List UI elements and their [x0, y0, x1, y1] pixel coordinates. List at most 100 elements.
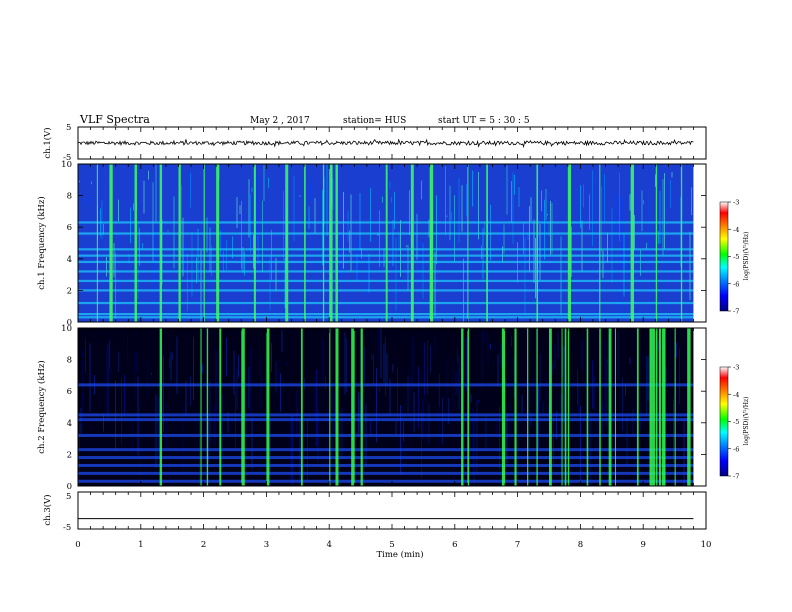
spectrogram-band	[78, 418, 694, 422]
ch1-waveform-panel: 5 -5 ch.1(V)	[42, 123, 707, 163]
spectrogram-streak	[219, 328, 222, 486]
colorbar-tick-label: -5	[733, 418, 739, 426]
ch3-waveform-ticks	[77, 492, 707, 529]
spectrogram-streak	[467, 328, 470, 486]
spectrogram-streak	[335, 164, 338, 322]
spectrogram-streak	[241, 328, 245, 486]
spectrogram-streak	[300, 328, 303, 486]
colorbar-1-ticks: -3 -4 -5 -6 -7	[728, 199, 739, 316]
spectrogram-streak	[360, 328, 363, 486]
spectrogram-streak	[652, 328, 655, 486]
colorbar-2: -3 -4 -5 -6 -7 log(PSD)(V²/Hz)	[719, 364, 750, 481]
ch1-spectrogram-panel: 0 2 4 6 8 10 ch.1 Frequency (kHz)	[36, 160, 707, 328]
colorbar-tick-label: -4	[733, 391, 739, 399]
colorbar-tick-label: -3	[733, 199, 739, 207]
spectrogram-band	[78, 383, 694, 387]
spectrogram-band	[78, 456, 694, 460]
ch1-ytick-top: 5	[66, 123, 71, 133]
spectrogram-streak	[109, 164, 113, 322]
ch1-ytick-bottom: -5	[63, 153, 71, 163]
ch1-spectrogram-ytick-labels: 0 2 4 6 8 10	[61, 160, 72, 328]
spectrogram-streak	[527, 328, 529, 486]
colorbar-1-label: log(PSD)(V²/Hz)	[743, 232, 750, 281]
spectrogram-streak	[96, 164, 98, 322]
spectrogram-streak	[658, 328, 661, 486]
spectrogram-streak	[536, 164, 539, 322]
y-tick-label: 4	[67, 255, 72, 265]
ch2-spectrogram-panel: 0 2 4 6 8 10 ch.2 Frequency (kHz)	[36, 324, 707, 492]
y-tick-label: 10	[61, 160, 72, 170]
colorbar-tick-label: -6	[733, 280, 739, 288]
colorbar-2-ticks: -3 -4 -5 -6 -7	[728, 364, 739, 481]
y-tick-label: 8	[67, 192, 72, 202]
spectrogram-band	[78, 471, 694, 475]
ch1-waveform-line	[77, 138, 694, 149]
y-tick-label: 2	[67, 450, 72, 460]
x-tick-label: 3	[264, 540, 269, 550]
ch3-waveform-panel: 5 -5 ch.3(V)	[42, 491, 707, 533]
ch1-spectrogram-ylabel: ch.1 Frequency (kHz)	[36, 196, 47, 289]
colorbar-tick-label: -6	[733, 445, 739, 453]
x-tick-label: 7	[515, 540, 520, 550]
spectrogram-streak	[674, 328, 676, 486]
spectrogram-streak	[608, 328, 612, 486]
ch3-ytick-top: 5	[66, 492, 71, 502]
spectrogram-streak	[335, 328, 339, 486]
x-tick-label: 10	[701, 540, 712, 550]
spectrogram-streak	[501, 328, 506, 486]
colorbar-2-label: log(PSD)(V²/Hz)	[743, 397, 750, 446]
spectrogram-streak	[461, 328, 464, 486]
x-tick-label: 1	[138, 540, 143, 550]
spectrogram-streak	[467, 164, 469, 322]
spectrogram-streak	[662, 328, 666, 486]
ch2-spectrogram-ticks	[77, 327, 707, 487]
spectrogram-streak	[599, 328, 601, 486]
y-tick-label: 0	[67, 482, 72, 492]
spectrogram-streak	[200, 328, 202, 486]
y-tick-label: 6	[67, 387, 72, 397]
spectrogram-streak	[636, 328, 639, 486]
colorbar-1-gradient	[719, 201, 729, 312]
x-axis-tick-labels: 0 1 2 3 4 5 6 7 8 9 10	[75, 540, 711, 550]
spectrogram-streak	[564, 328, 567, 486]
y-tick-label: 8	[67, 356, 72, 366]
spectrogram-streak	[614, 328, 616, 486]
figure-title: VLF Spectra	[79, 113, 150, 126]
x-tick-label: 9	[640, 540, 645, 550]
ch2-spectrogram-ylabel: ch.2 Frequency (kHz)	[36, 360, 47, 453]
spectrogram-band	[78, 463, 694, 467]
spectrogram-streak	[266, 328, 270, 486]
ch3-waveform-ylabel: ch.3(V)	[42, 494, 53, 525]
colorbar-2-gradient	[719, 366, 729, 477]
spectrogram-streak	[514, 328, 517, 486]
x-tick-label: 8	[578, 540, 583, 550]
y-tick-label: 2	[67, 286, 72, 296]
ch1-spectrogram-ticks	[77, 163, 707, 323]
spectrogram-streak	[410, 164, 414, 322]
spectrogram-streak	[630, 164, 635, 322]
colorbar-tick-label: -5	[733, 253, 739, 261]
ch1-waveform-ylabel: ch.1(V)	[42, 127, 53, 158]
spectrogram-streak	[486, 164, 488, 322]
spectrogram-streak	[253, 164, 256, 322]
ch1-spectrogram-image	[77, 164, 694, 322]
spectrogram-streak	[304, 164, 306, 322]
x-tick-label: 0	[75, 540, 80, 550]
y-tick-label: 10	[61, 324, 72, 334]
spectrogram-streak	[680, 164, 683, 322]
x-tick-label: 6	[452, 540, 457, 550]
ch1-waveform-ticks	[77, 127, 707, 159]
y-tick-label: 4	[67, 419, 72, 429]
spectrogram-streak	[655, 164, 658, 322]
ch2-spectrogram-image	[78, 328, 694, 486]
x-tick-label: 5	[389, 540, 394, 550]
spectrogram-streak	[329, 164, 333, 322]
spectrogram-streak	[285, 164, 289, 322]
date-label: May 2 , 2017	[250, 116, 310, 126]
ch3-waveform-frame	[77, 491, 707, 530]
spectrogram-streak	[134, 164, 137, 322]
spectrogram-band	[78, 413, 694, 417]
ch2-spectrogram-ytick-labels: 0 2 4 6 8 10	[61, 324, 72, 492]
spectrogram-band	[78, 448, 694, 452]
